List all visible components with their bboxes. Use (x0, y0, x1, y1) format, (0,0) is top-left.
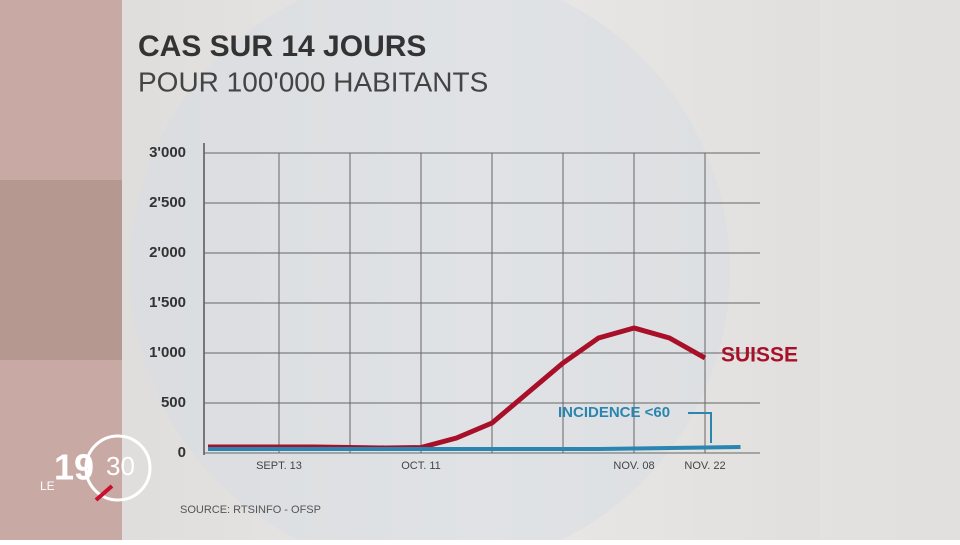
right-photo (820, 0, 960, 540)
logo: LE 19 30 (40, 434, 152, 502)
source: SOURCE: RTSINFO - OFSP (180, 504, 321, 516)
x-tick-label: OCT. 11 (401, 460, 441, 472)
logo-hand (94, 484, 114, 502)
x-tick-label: SEPT. 13 (256, 460, 302, 472)
label-bracket (688, 412, 712, 443)
y-tick-label: 0 (178, 444, 186, 461)
series-line (208, 445, 741, 451)
series-label: SUISSE (721, 344, 798, 367)
y-tick-label: 1'500 (149, 294, 186, 311)
y-tick-label: 3'000 (149, 144, 186, 161)
logo-prefix: LE (40, 479, 55, 493)
left-photo-detail (0, 180, 122, 360)
y-tick-label: 2'000 (149, 244, 186, 261)
sign-shape (130, 0, 730, 545)
y-tick-label: 1'000 (149, 344, 186, 361)
logo-ring (84, 434, 152, 502)
logo-hour: 19 (54, 447, 94, 488)
series-label: INCIDENCE <60 (558, 404, 670, 421)
x-tick-label: NOV. 08 (613, 460, 654, 472)
chart-title: CAS SUR 14 JOURS (138, 30, 426, 63)
y-tick-label: 500 (161, 394, 186, 411)
y-tick-label: 2'500 (149, 194, 186, 211)
chart-subtitle: POUR 100'000 HABITANTS (138, 66, 488, 97)
logo-minute: 30 (106, 451, 135, 481)
x-tick-label: NOV. 22 (684, 460, 725, 472)
